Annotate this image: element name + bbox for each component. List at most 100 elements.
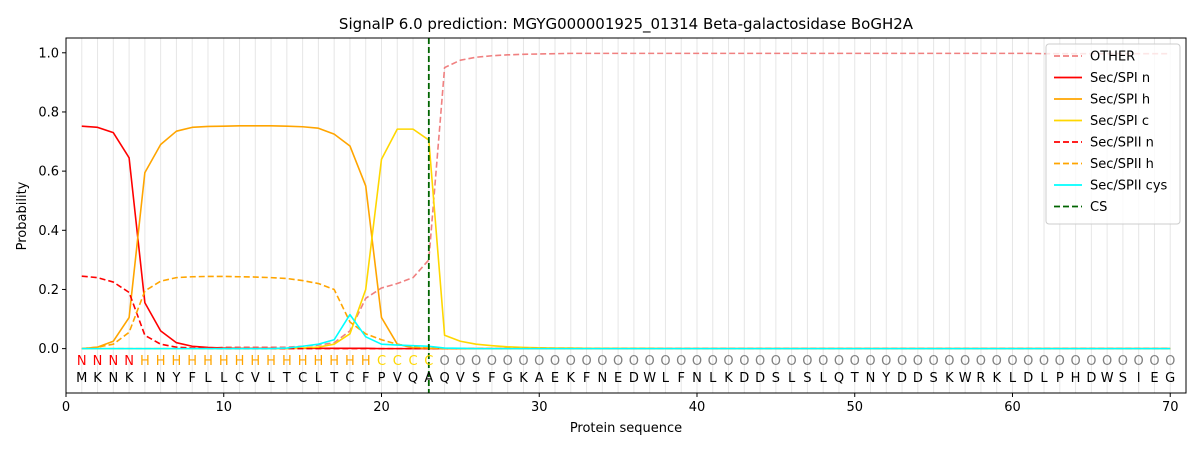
residue-label: K xyxy=(992,371,1001,386)
residue-label: I xyxy=(143,371,147,386)
residue-label: L xyxy=(1009,371,1017,386)
residue-label: S xyxy=(1119,371,1127,386)
residue-label: N xyxy=(108,371,118,386)
chart-title: SignalP 6.0 prediction: MGYG000001925_01… xyxy=(339,15,914,34)
region-label: C xyxy=(377,354,386,369)
residue-label: L xyxy=(820,371,828,386)
residue-label: W xyxy=(1101,371,1114,386)
legend-label: Sec/SPII cys xyxy=(1090,179,1168,194)
x-tick-label: 70 xyxy=(1162,400,1179,415)
region-label: O xyxy=(1134,354,1144,369)
series-line-3 xyxy=(81,128,1171,350)
residue-label: V xyxy=(393,371,402,386)
series-line-5 xyxy=(81,275,1171,350)
x-tick-label: 20 xyxy=(373,400,390,415)
region-label: N xyxy=(93,354,103,369)
region-label: C xyxy=(424,354,433,369)
y-tick-label: 0.8 xyxy=(38,105,59,120)
region-label: O xyxy=(802,354,812,369)
y-tick-label: 1.0 xyxy=(38,46,59,61)
region-label: O xyxy=(1149,354,1159,369)
residue-label: E xyxy=(1150,371,1158,386)
region-label: O xyxy=(897,354,907,369)
region-label: O xyxy=(1070,354,1080,369)
grid-lines xyxy=(81,38,1171,393)
region-label: O xyxy=(676,354,686,369)
region-label: H xyxy=(298,354,308,369)
region-label: O xyxy=(881,354,891,369)
plot-frame xyxy=(65,37,1187,394)
residue-label: K xyxy=(567,371,576,386)
region-label: N xyxy=(124,354,134,369)
region-label: O xyxy=(503,354,513,369)
region-label: O xyxy=(976,354,986,369)
residue-label: L xyxy=(1040,371,1048,386)
residue-label: L xyxy=(267,371,275,386)
region-label: O xyxy=(1055,354,1065,369)
x-tick-label: 50 xyxy=(846,400,863,415)
region-label: O xyxy=(865,354,875,369)
region-label: O xyxy=(455,354,465,369)
residue-label: N xyxy=(156,371,166,386)
residue-label: Y xyxy=(171,371,180,386)
region-label: O xyxy=(1007,354,1017,369)
region-label: O xyxy=(692,354,702,369)
series-line-6 xyxy=(81,313,1171,350)
residue-label: D xyxy=(755,371,765,386)
legend-label: Sec/SPII n xyxy=(1090,136,1154,151)
region-label: O xyxy=(1039,354,1049,369)
residue-label: Q xyxy=(834,371,844,386)
region-label: O xyxy=(597,354,607,369)
region-label: H xyxy=(172,354,182,369)
legend-label: Sec/SPI h xyxy=(1090,93,1150,108)
series-line-0 xyxy=(81,52,1171,350)
region-label: O xyxy=(928,354,938,369)
residue-label: V xyxy=(251,371,260,386)
residue-label: F xyxy=(362,371,369,386)
region-label: H xyxy=(282,354,292,369)
x-tick-label: 10 xyxy=(215,400,232,415)
region-label: O xyxy=(992,354,1002,369)
region-label: O xyxy=(645,354,655,369)
region-label: O xyxy=(629,354,639,369)
series-line-4 xyxy=(81,275,1171,350)
region-label: O xyxy=(913,354,923,369)
region-label: N xyxy=(77,354,87,369)
residue-label: H xyxy=(1071,371,1081,386)
residue-label: F xyxy=(188,371,195,386)
residue-label: D xyxy=(1086,371,1096,386)
residue-label: K xyxy=(125,371,134,386)
region-label: O xyxy=(566,354,576,369)
residue-label: L xyxy=(788,371,796,386)
region-label: O xyxy=(771,354,781,369)
residue-label: C xyxy=(298,371,307,386)
residue-label: F xyxy=(677,371,684,386)
y-tick-label: 0.4 xyxy=(38,224,59,239)
region-label: O xyxy=(1102,354,1112,369)
region-label: O xyxy=(613,354,623,369)
residue-label: P xyxy=(1056,371,1064,386)
region-label: O xyxy=(1165,354,1175,369)
residue-label: Y xyxy=(881,371,890,386)
region-label: O xyxy=(850,354,860,369)
region-label: H xyxy=(250,354,260,369)
residue-label: D xyxy=(629,371,639,386)
residue-label: N xyxy=(692,371,702,386)
residue-label: E xyxy=(614,371,622,386)
region-label: O xyxy=(439,354,449,369)
residue-label: K xyxy=(945,371,954,386)
x-tick-label: 30 xyxy=(531,400,548,415)
residue-label: S xyxy=(772,371,780,386)
region-label: O xyxy=(1023,354,1033,369)
region-label: H xyxy=(187,354,197,369)
y-tick-label: 0.2 xyxy=(38,283,59,298)
region-label: O xyxy=(581,354,591,369)
residue-label: P xyxy=(378,371,386,386)
legend-label: Sec/SPII h xyxy=(1090,157,1154,172)
region-label: C xyxy=(409,354,418,369)
region-label: C xyxy=(393,354,402,369)
x-tick-label: 40 xyxy=(689,400,706,415)
region-label: H xyxy=(156,354,166,369)
region-label: H xyxy=(345,354,355,369)
